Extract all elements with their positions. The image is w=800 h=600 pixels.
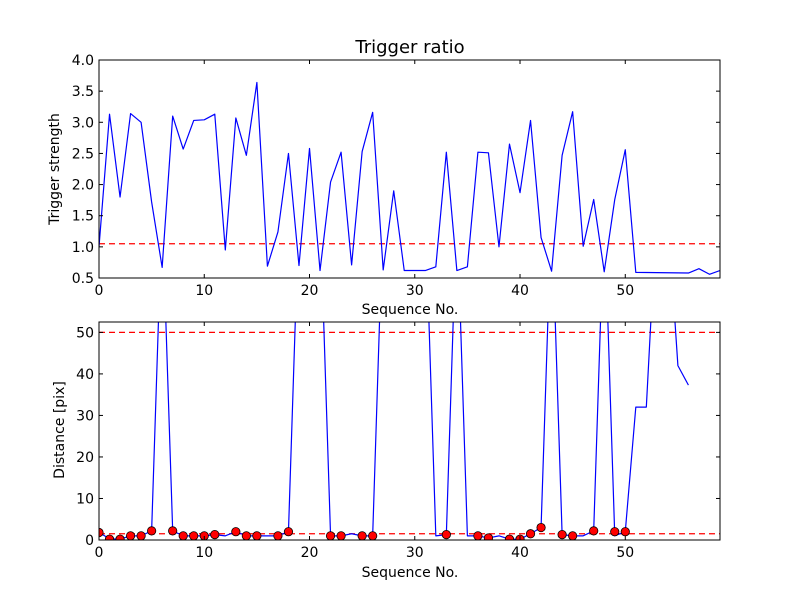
x-tick-label: 30 <box>406 283 424 299</box>
x-tick-label: 20 <box>301 283 319 299</box>
data-point <box>252 531 262 540</box>
plot-frame <box>98 59 721 279</box>
y-tick-label: 20 <box>76 450 94 466</box>
data-point <box>557 530 567 540</box>
data-point <box>273 531 283 540</box>
y-tick-label: 0 <box>85 533 94 549</box>
y-tick-label: 3.0 <box>72 115 94 131</box>
y-axis-label: Trigger strength <box>47 113 63 226</box>
y-tick-label: 2.5 <box>72 146 94 162</box>
y-tick-label: 1.5 <box>72 209 94 225</box>
series-line <box>99 322 689 540</box>
x-axis-label: Sequence No. <box>362 302 459 318</box>
x-tick-label: 30 <box>406 545 424 561</box>
y-tick-label: 40 <box>76 367 94 383</box>
y-tick-label: 4.0 <box>72 53 94 69</box>
y-tick-label: 2.0 <box>72 178 94 194</box>
data-point <box>620 527 630 537</box>
data-point <box>325 531 336 540</box>
data-point <box>483 533 494 540</box>
data-point <box>589 526 599 536</box>
y-tick-label: 3.5 <box>72 84 94 100</box>
plot-frame <box>98 321 721 541</box>
data-point <box>231 527 241 537</box>
data-point <box>104 534 115 540</box>
data-point <box>125 531 136 540</box>
data-point <box>473 531 483 540</box>
data-point <box>336 531 346 540</box>
data-point <box>241 531 251 540</box>
data-point <box>210 530 220 540</box>
data-point <box>136 531 146 540</box>
data-point <box>610 527 620 537</box>
data-point <box>441 530 451 540</box>
data-point <box>189 531 199 540</box>
chart-title: Trigger ratio <box>354 37 464 58</box>
data-point <box>199 531 209 540</box>
x-tick-label: 50 <box>616 283 634 299</box>
x-axis-label: Sequence No. <box>362 565 459 581</box>
plot-area <box>99 322 720 540</box>
data-point <box>525 529 536 539</box>
data-point <box>357 531 367 540</box>
x-tick-label: 10 <box>195 283 213 299</box>
x-tick-label: 0 <box>95 545 104 561</box>
x-tick-label: 40 <box>511 283 529 299</box>
data-point <box>178 531 188 540</box>
series-line <box>99 81 720 275</box>
x-tick-label: 0 <box>95 283 104 299</box>
plot-area <box>99 81 720 275</box>
y-tick-label: 50 <box>76 325 94 341</box>
data-point <box>283 527 294 537</box>
data-point <box>536 522 546 533</box>
data-point <box>115 534 125 540</box>
y-axis-label: Distance [pix] <box>52 381 68 479</box>
y-tick-label: 10 <box>76 491 94 507</box>
trigger-ratio-panel: Sequence No. Trigger strength 0 10 20 30 40 5… <box>47 53 721 318</box>
data-point <box>504 534 515 540</box>
y-tick-label: 0.5 <box>72 271 94 287</box>
x-tick-label: 40 <box>511 545 529 561</box>
data-point <box>368 531 378 540</box>
x-tick-label: 10 <box>195 545 213 561</box>
data-point <box>568 531 578 540</box>
y-tick-label: 1.0 <box>72 240 94 256</box>
y-tick-label: 30 <box>76 408 94 424</box>
x-tick-label: 20 <box>301 545 319 561</box>
data-point <box>147 526 157 536</box>
x-tick-label: 50 <box>616 545 634 561</box>
distance-panel: Sequence No. Distance [pix] 0 10 20 30 40 50 0… <box>52 321 721 581</box>
data-point <box>168 526 178 536</box>
